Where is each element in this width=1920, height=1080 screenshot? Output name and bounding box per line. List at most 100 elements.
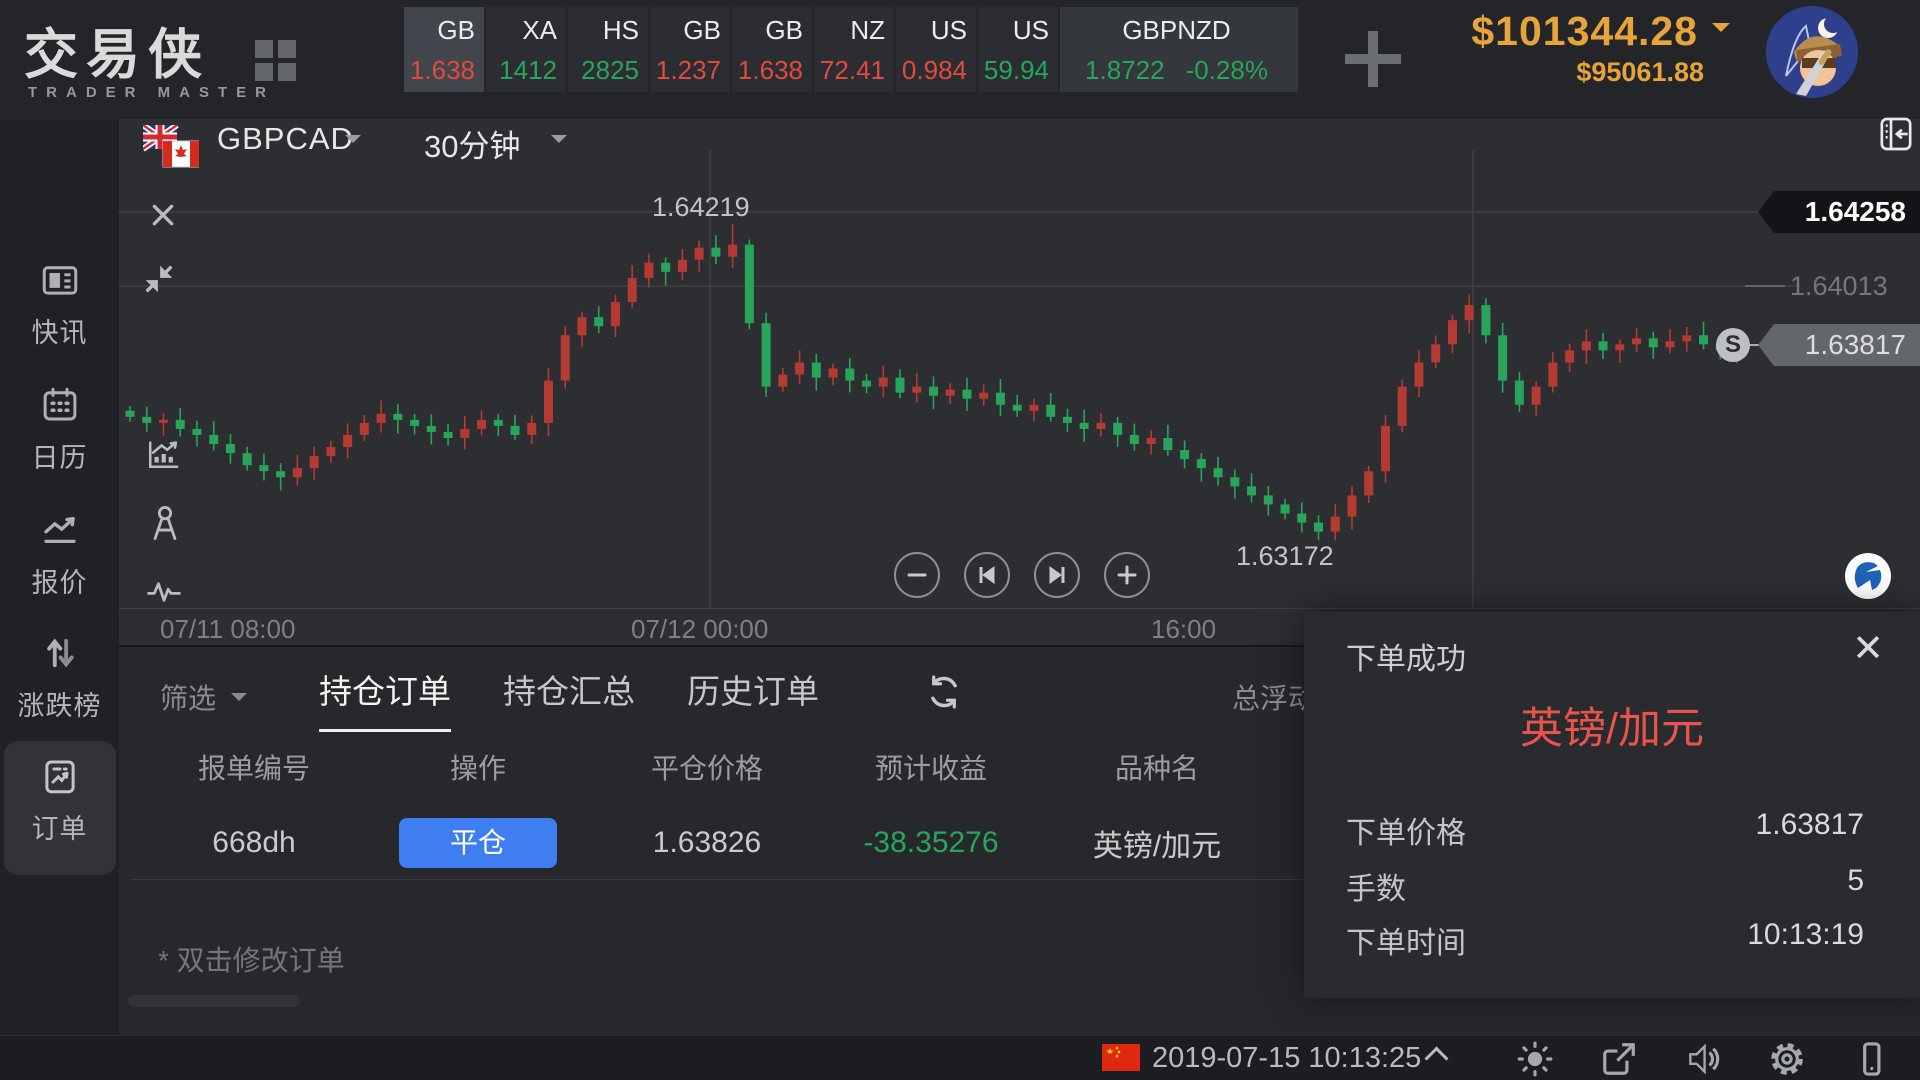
orders-table-headers: 报单编号 操作 平仓价格 预计收益 品种名	[130, 747, 1288, 787]
pulse-icon[interactable]	[146, 578, 182, 606]
chevron-up-icon[interactable]	[1424, 1046, 1449, 1071]
chevron-down-icon[interactable]	[345, 135, 361, 151]
sidebar-nav: 快讯日历报价涨跌榜订单	[0, 119, 119, 1035]
watchlist-tabs: GB 1.638 XA 1412 HS 2825 GB 1.237 GB 1.638 NZ 72.41…	[404, 7, 1300, 92]
sidebar-item-label: 报价	[31, 568, 88, 598]
watchlist-tab-GB[interactable]: GB 1.638	[732, 7, 812, 92]
cn-flag-icon[interactable]	[1102, 1044, 1140, 1071]
zoom-in-button[interactable]	[1104, 552, 1150, 598]
sidebar-item-label: 快讯	[31, 318, 88, 348]
chevron-down-icon	[231, 693, 247, 709]
ticker-symbol: HS	[602, 15, 639, 45]
order-row[interactable]: 668dh 平仓 1.63826 -38.35276 英镑/加元	[130, 815, 1288, 871]
watchlist-tab-HS[interactable]: HS 2825	[568, 7, 648, 92]
ticker-symbol: XA	[522, 15, 557, 45]
popup-row-value: 5	[1847, 864, 1864, 897]
watchlist-tab-US[interactable]: US 59.94	[978, 7, 1058, 92]
filter-dropdown[interactable]: 筛选	[160, 683, 217, 714]
watchlist-tab-XA[interactable]: XA 1412	[486, 7, 566, 92]
ticker-price: 59.94	[983, 55, 1049, 85]
ticker-price: 1.638	[409, 55, 475, 85]
close-position-button[interactable]: 平仓	[399, 818, 557, 868]
order-id: 668dh	[212, 826, 296, 859]
sidebar-item-4[interactable]: 涨跌榜	[0, 632, 119, 723]
popup-row: 下单价格 1.63817	[1346, 808, 1864, 852]
compass-icon[interactable]	[148, 503, 182, 543]
balance-main: $101344.28	[1471, 8, 1698, 54]
sidebar-item-2[interactable]: 日历	[0, 384, 119, 475]
sidebar-item-1[interactable]: 快讯	[0, 259, 119, 350]
watchlist-tab-GB[interactable]: GB 1.237	[650, 7, 730, 92]
order-success-popup: 下单成功 ✕ 英镑/加元 下单价格 1.63817 手数 5 下单时间 10:1…	[1304, 612, 1920, 998]
avatar[interactable]	[1766, 6, 1858, 98]
popup-row-label: 下单价格	[1346, 817, 1466, 850]
sidebar-item-label: 日历	[31, 443, 88, 473]
refresh-icon[interactable]	[925, 673, 963, 711]
ticker-symbol: GB	[683, 15, 721, 45]
share-icon[interactable]	[1600, 1040, 1638, 1078]
chevron-down-icon[interactable]	[551, 135, 567, 151]
price-tag-current: 1.63817	[1758, 324, 1920, 366]
sidebar-item-5[interactable]: 订单	[0, 741, 119, 875]
account-balance[interactable]: $101344.28 $95061.88	[1390, 8, 1730, 88]
brightness-icon[interactable]	[1516, 1040, 1554, 1078]
orders-tab-3[interactable]: 历史订单	[687, 673, 819, 710]
profit-value: -38.35276	[863, 826, 999, 859]
candlestick-chart[interactable]	[119, 150, 1920, 608]
chart-type-icon[interactable]	[146, 437, 180, 471]
ticker-price: 1412	[499, 55, 557, 85]
sidebar-item-3[interactable]: 报价	[0, 509, 119, 600]
ticker-symbol: US	[1012, 15, 1049, 45]
timeframe-selector[interactable]: 30分钟	[424, 129, 521, 164]
ticker-symbol: NZ	[850, 15, 885, 45]
watchlist-tab-US[interactable]: US 0.984	[896, 7, 976, 92]
watchlist-tab-GBPNZD[interactable]: GBPNZD 1.8722 -0.28%	[1060, 7, 1298, 92]
status-bar: 2019-07-15 10:13:25	[0, 1035, 1920, 1080]
ticker-price: 2825	[581, 55, 639, 85]
speaker-icon[interactable]	[1684, 1040, 1722, 1078]
status-datetime[interactable]: 2019-07-15 10:13:25	[1152, 1042, 1422, 1074]
symbol-flags-icon	[143, 125, 199, 168]
column-header: 报单编号	[197, 753, 310, 784]
scroll-pill	[128, 995, 300, 1007]
skip-start-button[interactable]	[964, 552, 1010, 598]
chevron-down-icon	[1712, 23, 1730, 41]
ticker-symbol: US	[930, 15, 967, 45]
panel-toggle-icon[interactable]	[1876, 114, 1916, 154]
skip-end-button[interactable]	[1034, 552, 1080, 598]
mobile-icon[interactable]	[1852, 1040, 1890, 1078]
orders-tab-2[interactable]: 持仓汇总	[503, 673, 635, 710]
column-header: 预计收益	[874, 753, 987, 784]
collapse-icon[interactable]	[142, 262, 176, 296]
add-symbol-icon[interactable]	[1345, 31, 1401, 87]
orders-tab-1[interactable]: 持仓订单	[319, 665, 451, 732]
broker-logo-badge[interactable]	[1844, 552, 1892, 600]
ticker-symbol: GB	[437, 15, 475, 45]
x-tick: 07/12 00:00	[631, 614, 769, 644]
order-symbol: 英镑/加元	[1092, 830, 1222, 863]
peak-price-label: 1.64219	[652, 192, 750, 222]
ticker-price: 72.41	[819, 55, 885, 85]
orders-tabs: 持仓订单 持仓汇总 历史订单	[319, 665, 819, 732]
ticker-price: 1.8722	[1085, 55, 1165, 85]
gear-icon[interactable]	[1768, 1040, 1806, 1078]
x-tick: 16:00	[1151, 614, 1217, 644]
close-icon[interactable]: ✕	[1852, 628, 1884, 670]
symbol-selector[interactable]: GBPCAD	[217, 121, 354, 156]
popup-row-value: 10:13:19	[1747, 918, 1864, 951]
popup-row: 下单时间 10:13:19	[1346, 918, 1864, 962]
popup-row-value: 1.63817	[1755, 808, 1864, 841]
app-tagline: TRADER MASTER	[28, 84, 275, 101]
sell-order-marker[interactable]: S	[1716, 328, 1750, 362]
zoom-out-button[interactable]	[894, 552, 940, 598]
watchlist-tab-NZ[interactable]: NZ 72.41	[814, 7, 894, 92]
popup-symbol: 英镑/加元	[1520, 705, 1704, 753]
ticker-change: -0.28%	[1185, 55, 1268, 85]
watchlist-tab-GB[interactable]: GB 1.638	[404, 7, 484, 92]
close-price: 1.63826	[652, 826, 762, 859]
close-chart-icon[interactable]	[150, 202, 176, 228]
sidebar-item-label: 涨跌榜	[17, 691, 102, 721]
row-divider	[130, 879, 1920, 880]
apps-grid-icon[interactable]	[255, 40, 296, 81]
